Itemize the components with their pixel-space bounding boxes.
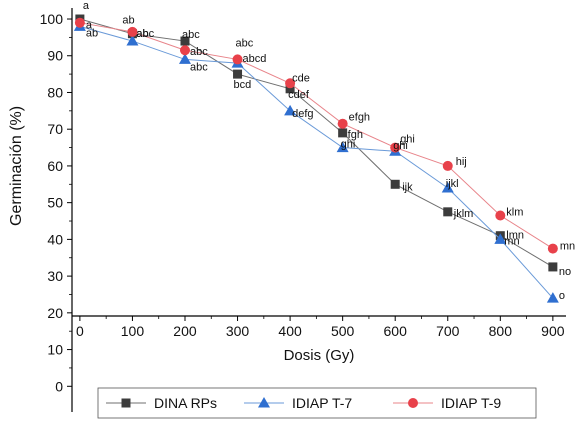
significance-label-idiap-t-7: mn — [504, 235, 519, 247]
significance-label-idiap-t-9: abc — [236, 37, 254, 49]
significance-label-idiap-t-9: mn — [560, 241, 575, 253]
data-point-idiap-t-9 — [127, 26, 138, 37]
series-line-idiap-t-7 — [79, 25, 554, 299]
x-tick-label: 500 — [331, 323, 355, 339]
legend-label-idiap-t-9: IDIAP T-9 — [441, 395, 501, 411]
data-point-idiap-t-7 — [441, 181, 454, 193]
significance-label-idiap-t-7: ijkl — [446, 178, 459, 190]
significance-label-idiap-t-9: klm — [506, 207, 523, 219]
significance-label-idiap-t-9: abc — [190, 46, 208, 58]
series-line-dina-rps — [79, 18, 554, 268]
x-tick-label: 200 — [173, 323, 197, 339]
data-point-idiap-t-9 — [179, 45, 190, 56]
data-point-idiap-t-9 — [232, 54, 243, 65]
data-point-dina-rps — [233, 69, 243, 79]
x-axis-title: Dosis (Gy) — [284, 347, 355, 364]
y-tick-label: 40 — [47, 231, 63, 247]
significance-label-dina-rps: ab — [122, 15, 134, 27]
data-point-idiap-t-7 — [336, 141, 349, 153]
y-tick-label: 90 — [47, 48, 63, 64]
significance-label-dina-rps: jklm — [453, 208, 474, 220]
x-tick-label: 700 — [436, 323, 460, 339]
x-tick-label: 0 — [76, 323, 84, 339]
x-tick-label: 300 — [226, 323, 250, 339]
legend-label-idiap-t-7: IDIAP T-7 — [292, 395, 352, 411]
data-point-idiap-t-9 — [390, 142, 401, 153]
data-point-dina-rps — [390, 179, 400, 189]
data-point-dina-rps — [180, 36, 190, 46]
significance-label-idiap-t-7: abc — [190, 61, 208, 73]
legend-marker-idiap-t-7 — [258, 397, 270, 408]
data-point-dina-rps — [443, 207, 453, 217]
data-point-idiap-t-9 — [442, 160, 453, 171]
x-tick-label: 100 — [121, 323, 145, 339]
data-point-idiap-t-9 — [337, 118, 348, 129]
data-point-idiap-t-9 — [285, 78, 296, 89]
x-tick-label: 800 — [489, 323, 513, 339]
significance-label-dina-rps: bcd — [234, 79, 252, 91]
y-axis-title: Germinación (%) — [8, 106, 25, 226]
data-point-dina-rps — [548, 262, 558, 272]
significance-label-idiap-t-9: a — [86, 20, 93, 32]
significance-label-dina-rps: lmn — [506, 230, 524, 242]
y-tick-label: 0 — [55, 378, 63, 394]
significance-label-idiap-t-7: abc — [136, 28, 154, 40]
data-point-idiap-t-7 — [546, 292, 559, 303]
data-point-idiap-t-9 — [547, 243, 558, 254]
y-tick-label: 30 — [47, 268, 63, 284]
significance-label-idiap-t-7: ghi — [341, 139, 356, 151]
y-tick-label: 60 — [47, 158, 63, 174]
significance-label-idiap-t-9: efgh — [349, 112, 370, 124]
data-point-idiap-t-7 — [126, 35, 139, 46]
data-point-dina-rps — [285, 84, 295, 94]
significance-label-idiap-t-7: ghi — [393, 140, 408, 152]
significance-label-dina-rps: a — [83, 0, 90, 12]
significance-label-idiap-t-7: abcd — [243, 53, 267, 65]
legend-label-dina-rps: DINA RPs — [154, 395, 217, 411]
axes: 0 10 20 30 40 50 60 70 80 90 100 0 100 200 300 400 500 60… — [8, 8, 566, 412]
data-point-idiap-t-7 — [284, 104, 297, 116]
y-tick-label: 100 — [40, 11, 64, 27]
data-point-idiap-t-9 — [74, 17, 85, 28]
significance-label-idiap-t-7: defg — [292, 108, 313, 120]
x-tick-label: 400 — [278, 323, 302, 339]
y-tick-label: 10 — [47, 342, 63, 358]
legend-marker-dina-rps — [121, 398, 131, 408]
significance-label-idiap-t-9: ghi — [400, 134, 415, 146]
data-point-idiap-t-9 — [495, 210, 506, 221]
data-point-dina-rps — [338, 128, 348, 138]
significance-label-idiap-t-9: ab — [136, 28, 148, 40]
x-tick-label: 600 — [384, 323, 408, 339]
significance-label-dina-rps: ijk — [402, 181, 413, 193]
legend-box — [97, 387, 537, 419]
legend: DINA RPs IDIAP T-7 IDIAP T-9 — [97, 387, 537, 419]
series-layer — [73, 14, 559, 303]
y-tick-label: 20 — [47, 305, 63, 321]
significance-label-idiap-t-7: ab — [86, 27, 98, 39]
data-point-idiap-t-7 — [178, 53, 191, 64]
legend-marker-idiap-t-9 — [408, 398, 418, 408]
series-line-idiap-t-9 — [79, 22, 554, 249]
y-tick-label: 50 — [47, 195, 63, 211]
significance-label-dina-rps: no — [559, 266, 571, 278]
y-tick-label: 70 — [47, 121, 63, 137]
x-tick-label: 900 — [541, 323, 565, 339]
data-point-idiap-t-7 — [494, 233, 507, 244]
significance-label-idiap-t-7: o — [559, 290, 565, 302]
significance-label-idiap-t-9: cde — [292, 72, 310, 84]
y-tick-label: 80 — [47, 84, 63, 100]
significance-label-dina-rps: cdef — [288, 89, 310, 101]
significance-label-idiap-t-9: hij — [456, 156, 467, 168]
significance-label-dina-rps: abc — [182, 29, 200, 41]
significance-label-dina-rps: fgh — [348, 129, 363, 141]
